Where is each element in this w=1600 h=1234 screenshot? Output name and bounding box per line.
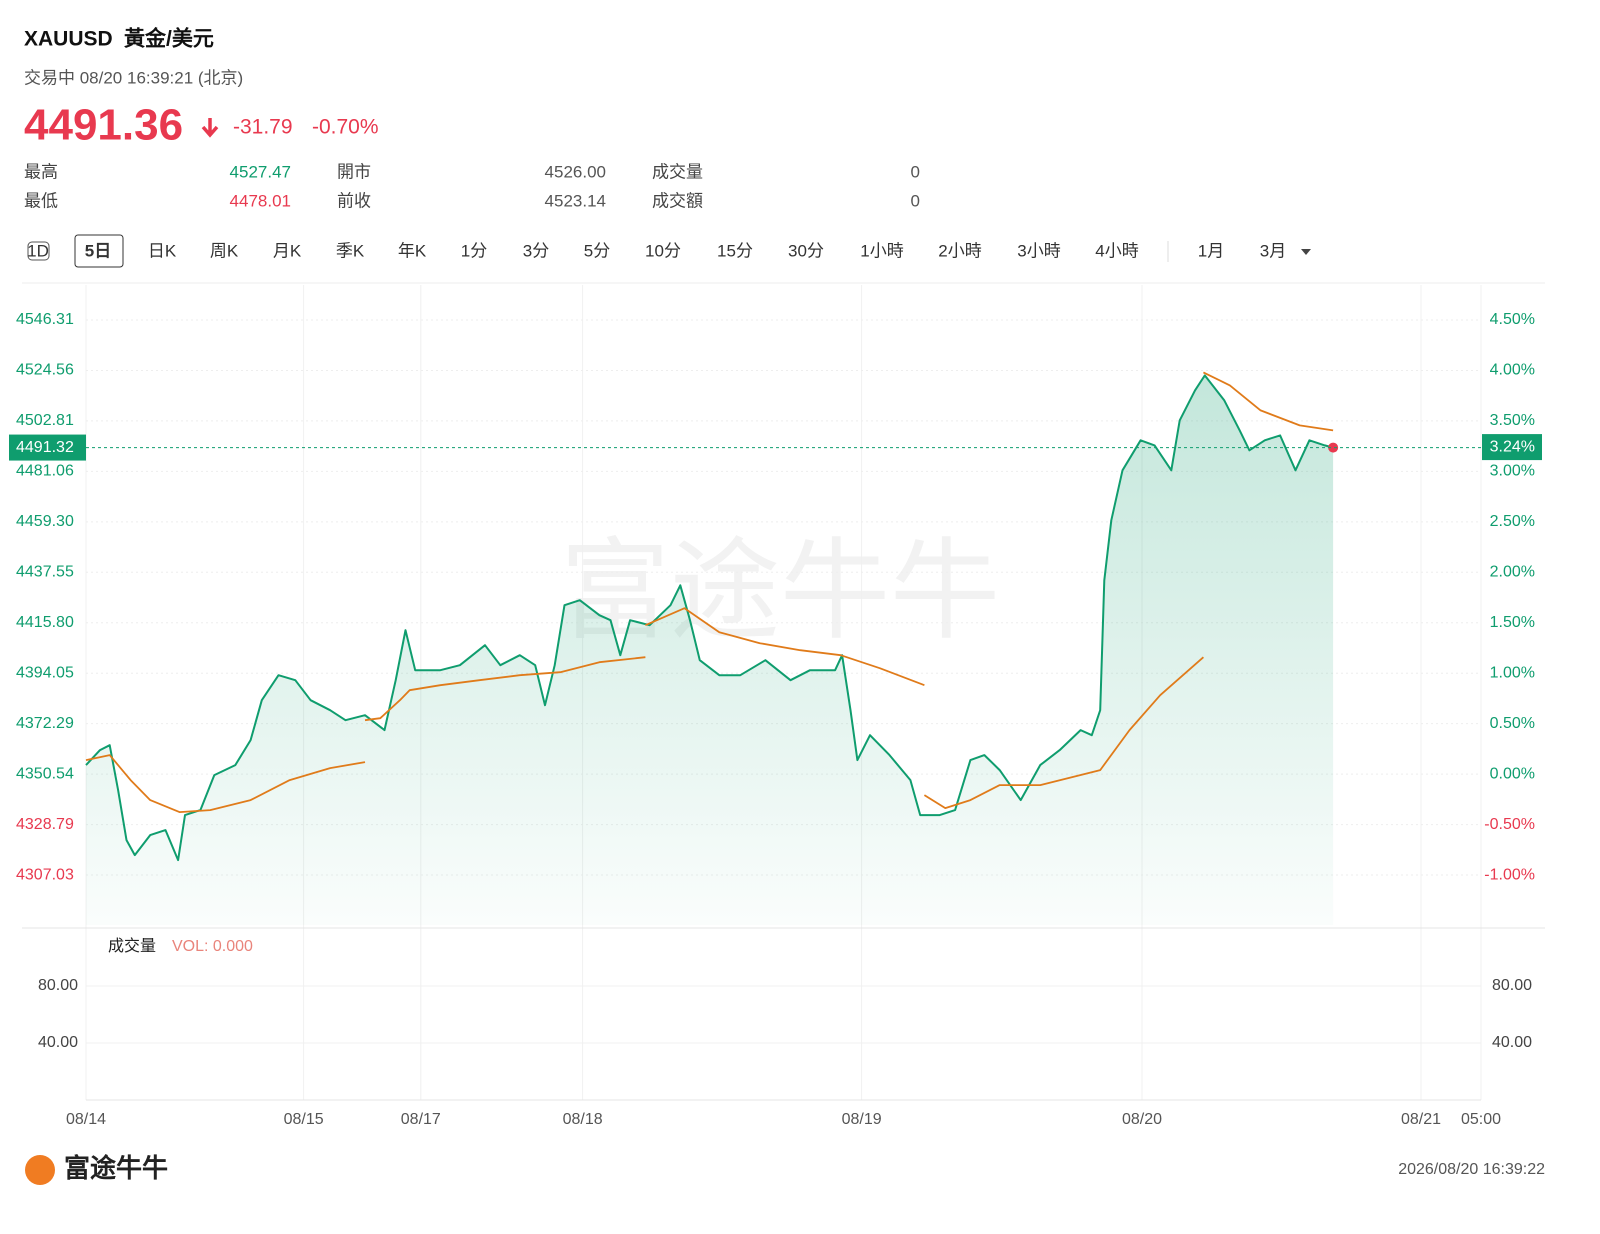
tab-selected (74, 234, 124, 268)
tab[interactable]: 5分 (584, 241, 610, 260)
price-area (86, 375, 1334, 925)
tab[interactable]: 3月 (1260, 241, 1286, 260)
change-pct: -0.70% (312, 116, 379, 139)
y2-tick-label: 1.00% (1490, 664, 1535, 681)
last-pct-box (1482, 434, 1542, 461)
y-tick-label: 4502.81 (16, 412, 74, 429)
stat-label: 前收 (337, 191, 371, 210)
y2-tick-label: 2.00% (1490, 563, 1535, 580)
tab[interactable]: 年K (398, 241, 427, 260)
y2-tick-label: -1.00% (1484, 866, 1535, 883)
tab[interactable]: 3小時 (1017, 241, 1060, 260)
volume-panel: 80.00 80.00 40.00 40.00 (38, 977, 1532, 1051)
last-point (1328, 442, 1339, 453)
y-tick-label: 4415.80 (16, 614, 74, 631)
y2-tick-label: 4.00% (1490, 362, 1535, 379)
y2-tick-label: 0.00% (1490, 765, 1535, 782)
tab[interactable]: 4小時 (1095, 241, 1138, 260)
x-tick-label: 05:00 (1461, 1111, 1501, 1128)
stat-label: 成交額 (652, 191, 703, 210)
y2-tick-label: 3.00% (1490, 463, 1535, 480)
volume-tick-label: 40.00 (38, 1034, 78, 1051)
tab[interactable]: 日K (148, 241, 177, 260)
last-price-label: 4491.32 (16, 439, 74, 456)
volume-tick-label-right: 80.00 (1492, 977, 1532, 994)
tab[interactable]: 3分 (523, 241, 549, 260)
tab[interactable]: 1分 (461, 241, 487, 260)
y-tick-label: 4459.30 (16, 513, 74, 530)
tab[interactable]: 月K (273, 241, 302, 260)
stat-value: 4526.00 (545, 162, 606, 181)
volume-tick-label: 80.00 (38, 977, 78, 994)
change: -31.79 (233, 116, 293, 139)
y2-tick-label: 4.50% (1490, 311, 1535, 328)
y2-tick-label: 2.50% (1490, 513, 1535, 530)
plot: 4546.31 4524.56 4502.81 4481.06 4459.30 4437.… (9, 285, 1542, 1100)
stat-label: 最低 (24, 191, 58, 210)
stat-value: 4527.47 (230, 162, 291, 181)
status: 交易中 08/20 16:39:21 (北京) (24, 68, 243, 87)
stat-label: 最高 (24, 162, 58, 181)
stat-value: 4523.14 (545, 191, 606, 210)
stats: 最高 4527.47 開市 4526.00 成交量 0 最低 4478.01 前收 4523.14… (24, 162, 920, 210)
y2-tick-label: 1.50% (1490, 614, 1535, 631)
stat-value: 4478.01 (230, 191, 291, 210)
timestamp: 2026/08/20 16:39:22 (1398, 1161, 1545, 1178)
x-tick-label: 08/17 (401, 1111, 441, 1128)
tab-icon (27, 241, 50, 261)
tab[interactable]: 季K (336, 241, 365, 260)
y-tick-label: 4437.55 (16, 564, 74, 581)
tabs: 1D 5日 日K 周K 月K 季K 年K 1分 3分 5分 10分 15分 30分 1小時 2小時 3小時 4小… (27, 234, 1311, 268)
y2-tick-label: 3.50% (1490, 412, 1535, 429)
tab[interactable]: 1小時 (860, 241, 903, 260)
y-tick-label: 4307.03 (16, 866, 74, 883)
y-tick-label: 4350.54 (16, 765, 74, 782)
y2-tick-label: 0.50% (1490, 715, 1535, 732)
average-line (85, 371, 1334, 813)
stat-label: 成交量 (652, 162, 703, 181)
stat-label: 開市 (337, 162, 371, 181)
price-line (85, 374, 1334, 862)
y-tick-label: 4372.29 (16, 715, 74, 732)
x-tick-label: 08/19 (842, 1111, 882, 1128)
y-tick-label: 4524.56 (16, 362, 74, 379)
tab[interactable]: 1D (27, 241, 49, 260)
x-tick-label: 08/18 (563, 1111, 603, 1128)
tab[interactable]: 10分 (645, 241, 681, 260)
instrument-name: 黃金/美元 (124, 27, 214, 51)
y-tick-label: 4394.05 (16, 664, 74, 681)
volume-title: 成交量 (108, 937, 156, 955)
y2-tick-label: -0.50% (1484, 816, 1535, 833)
last-price-box (9, 434, 86, 461)
stat-value: 0 (911, 162, 920, 181)
tab[interactable]: 5日 (85, 241, 111, 260)
down-arrow (201, 118, 219, 138)
y-tick-label: 4328.79 (16, 816, 74, 833)
x-tick-label: 08/20 (1122, 1111, 1162, 1128)
tab[interactable]: 周K (210, 241, 239, 260)
symbol: XAUUSD (24, 28, 113, 51)
stat-value: 0 (911, 191, 920, 210)
tab[interactable]: 30分 (788, 241, 824, 260)
x-tick-label: 08/21 (1401, 1111, 1441, 1128)
tab[interactable]: 1月 (1198, 241, 1224, 260)
brand-logo (25, 1155, 55, 1185)
y-tick-label: 4546.31 (16, 311, 74, 328)
tab[interactable]: 15分 (717, 241, 753, 260)
tab[interactable]: 2小時 (938, 241, 981, 260)
x-tick-label: 08/14 (66, 1111, 106, 1128)
last-pct-label: 3.24% (1490, 438, 1535, 455)
dropdown[interactable] (1301, 249, 1311, 255)
volume-tick-label-right: 40.00 (1492, 1034, 1532, 1051)
price: 4491.36 (24, 101, 183, 150)
brand: 富途牛牛 (64, 1153, 168, 1183)
y-tick-label: 4481.06 (16, 463, 74, 480)
volume-indicator: VOL: 0.000 (172, 938, 253, 955)
x-tick-label: 08/15 (284, 1111, 324, 1128)
